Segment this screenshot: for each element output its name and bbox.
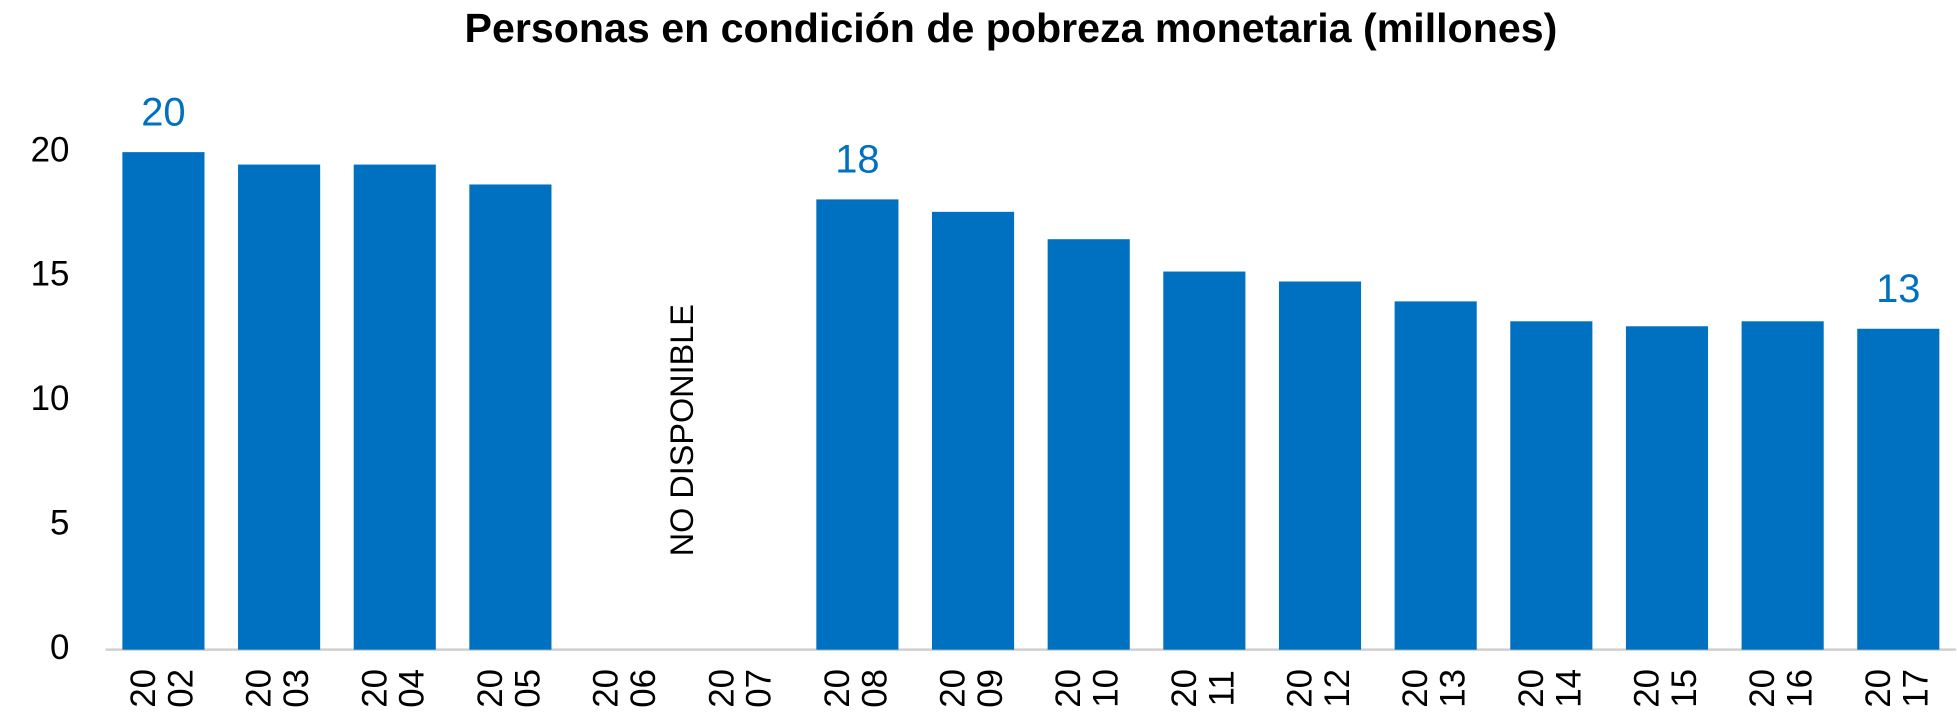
x-tick-label: 2013 (1396, 669, 1472, 708)
y-tick-label: 10 (31, 379, 70, 418)
bar (1857, 328, 1940, 650)
bar (353, 164, 436, 650)
bar (1510, 321, 1593, 650)
bar (1625, 326, 1709, 650)
bar (122, 152, 205, 650)
x-tick-label: 2005 (471, 669, 547, 708)
bar (1394, 301, 1477, 650)
y-tick-label: 0 (50, 628, 69, 667)
x-tick-label: 2016 (1743, 669, 1819, 708)
value-label: 18 (835, 138, 879, 182)
value-label: 13 (1876, 267, 1920, 311)
x-tick-label: 2008 (818, 669, 894, 708)
y-tick-label: 20 (31, 130, 70, 169)
x-tick-label: 2009 (934, 669, 1010, 708)
x-tick-label: 2011 (1165, 669, 1241, 708)
bar (1741, 321, 1824, 650)
bar (1163, 271, 1246, 650)
x-tick-label: 2014 (1512, 669, 1588, 708)
bar (931, 211, 1015, 650)
bar (1278, 281, 1362, 650)
value-label: 20 (141, 90, 185, 134)
chart-title: Personas en condición de pobreza monetar… (465, 5, 1558, 51)
bar (238, 164, 321, 650)
x-tick-label: 2004 (356, 669, 432, 708)
x-tick-label: 2015 (1628, 669, 1704, 708)
x-tick-label: 2002 (124, 669, 200, 708)
x-tick-label: 2010 (1049, 669, 1125, 708)
y-tick-label: 15 (31, 255, 70, 294)
bar (469, 184, 552, 650)
bar (1047, 239, 1130, 650)
annotation: NO DISPONIBLE (664, 304, 700, 556)
x-tick-label: 2003 (240, 669, 316, 708)
x-tick-label: 2007 (702, 669, 778, 708)
bar (816, 199, 899, 650)
x-tick-label: 2017 (1859, 669, 1935, 708)
y-tick-label: 5 (50, 504, 69, 543)
x-tick-label: 2012 (1281, 669, 1357, 708)
x-tick-label: 2006 (587, 669, 663, 708)
